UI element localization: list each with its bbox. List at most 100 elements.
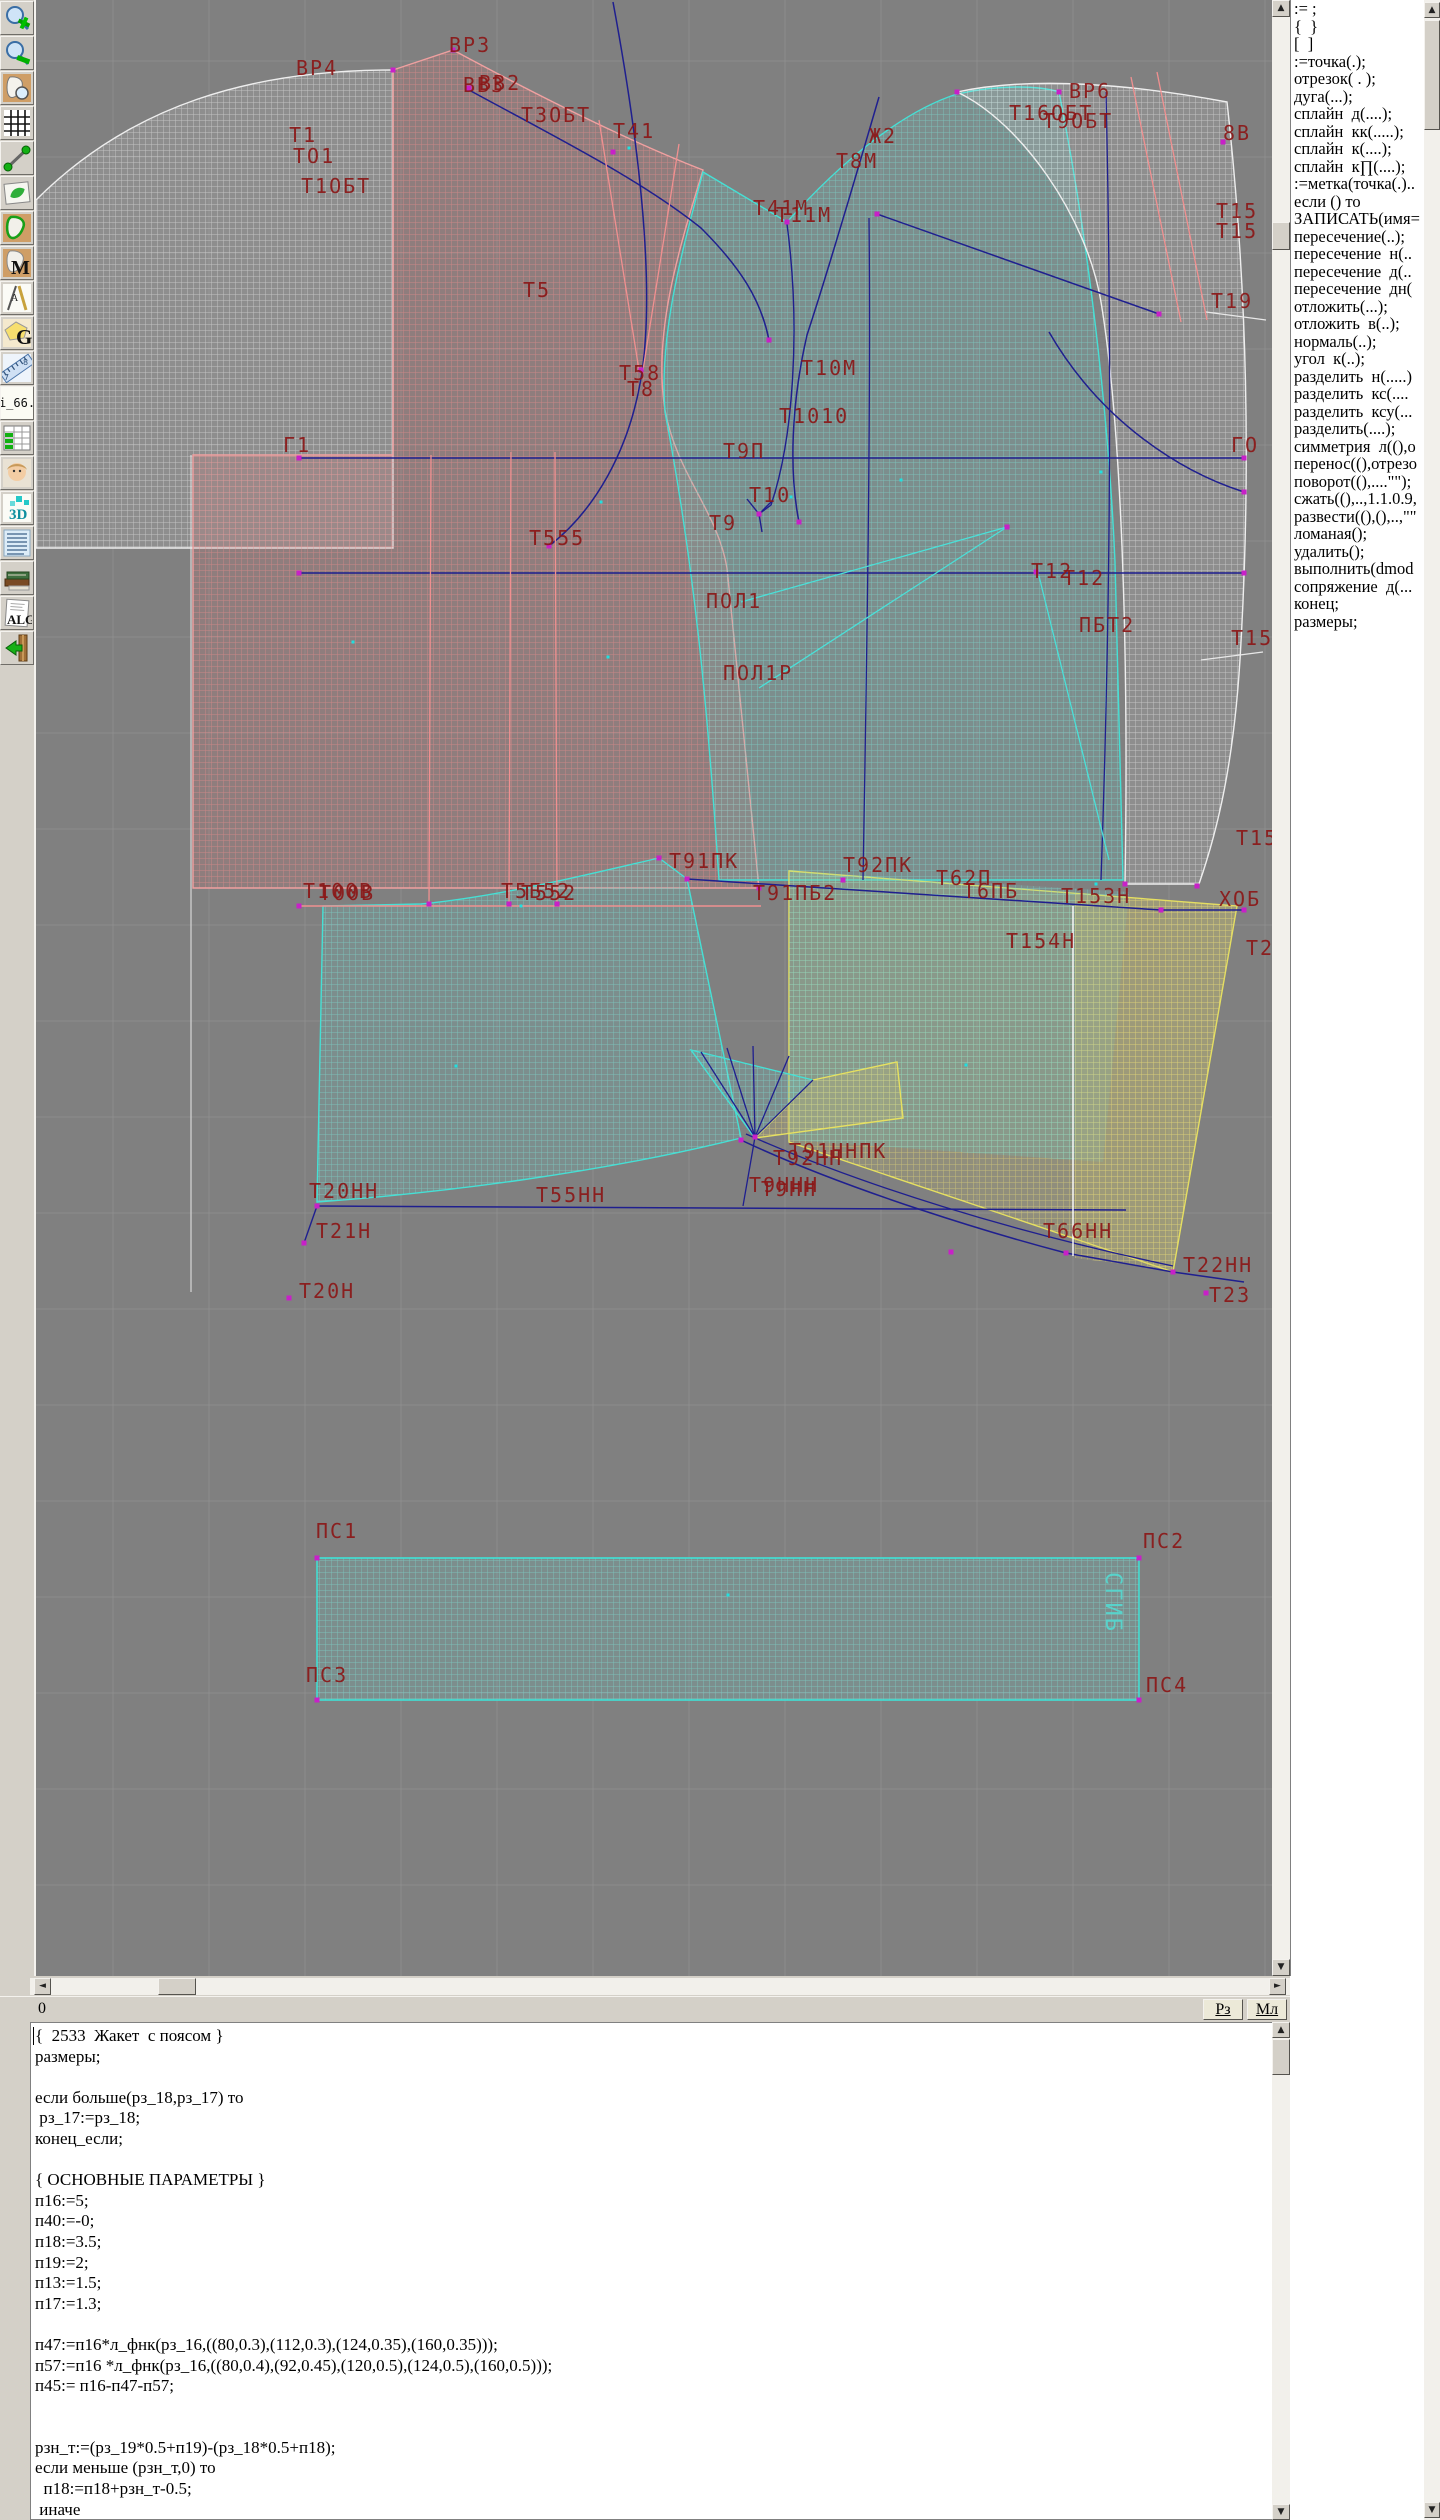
svg-text:8: 8 (23, 358, 28, 367)
command-list-item[interactable]: сплайн кк(.....); (1294, 121, 1404, 141)
command-list-item[interactable]: поворот((),....""); (1294, 471, 1412, 491)
command-list-item[interactable]: выполнить(dmod (1294, 559, 1414, 578)
drafting-tools-icon[interactable]: A (0, 281, 34, 315)
command-list-item[interactable]: { } (1294, 16, 1319, 36)
control-point (426, 901, 432, 907)
command-list-item[interactable]: разделить н(.....) (1294, 366, 1413, 386)
command-list-item[interactable]: конец; (1294, 594, 1339, 613)
piece-marker-dot (1094, 882, 1098, 886)
zoom-in-icon[interactable] (0, 1, 34, 35)
ml-button[interactable]: Мл (1247, 1999, 1287, 2020)
code-line: п16:=5; (35, 2190, 89, 2210)
command-list-item[interactable]: сжать((),..,1.1.0.9, (1294, 489, 1417, 508)
pattern-g-icon[interactable]: G (0, 316, 34, 350)
control-point (1194, 883, 1200, 889)
command-list-scrollbar[interactable]: ▲ ▼ (1424, 0, 1440, 2520)
mannequin-icon[interactable] (0, 456, 34, 490)
command-list-item[interactable]: сплайн к∏(....); (1294, 156, 1406, 176)
pattern-label: ХОБ (1219, 887, 1261, 911)
item-label-text: i_66. (0, 396, 34, 410)
command-list-item[interactable]: отложить(...); (1294, 296, 1388, 316)
code-line: конец_если; (35, 2128, 123, 2148)
construction-line (1038, 575, 1110, 861)
size-table-icon[interactable] (0, 421, 34, 455)
exit-icon[interactable] (0, 631, 34, 665)
command-list-item[interactable]: угол к(..); (1294, 349, 1365, 368)
pattern-label: Т9ННН (749, 1173, 819, 1197)
code-vscrollbar[interactable]: ▲ ▼ (1272, 2022, 1290, 2520)
command-list-item[interactable]: если () то (1294, 191, 1361, 211)
canvas-scroll-right-button[interactable]: ► (1269, 1978, 1286, 1995)
algorithm-icon[interactable]: ALG (0, 596, 34, 630)
command-list-item[interactable]: [ ] (1294, 34, 1314, 53)
canvas-scroll-down-button[interactable]: ▼ (1272, 1959, 1290, 1976)
canvas-hscrollbar[interactable]: ◄ ► (30, 1978, 1290, 1995)
zoom-out-icon[interactable] (0, 36, 34, 70)
rz-button[interactable]: Рз (1203, 1999, 1243, 2020)
control-point (296, 903, 302, 909)
canvas-hscroll-thumb[interactable] (158, 1978, 196, 1995)
model-m-icon[interactable]: M (0, 246, 34, 280)
command-scroll-up-button[interactable]: ▲ (1424, 2, 1440, 18)
pattern-label: Т92НН (773, 1146, 843, 1170)
sketch-map-icon[interactable] (0, 176, 34, 210)
pattern-label: ПОЛ1 (706, 589, 762, 613)
command-list-item[interactable]: ломаная(); (1294, 524, 1368, 543)
piece-outline-icon[interactable] (0, 211, 34, 245)
command-list-item[interactable]: :=метка(точка(.).. (1294, 174, 1416, 193)
view-3d-icon[interactable]: 3D (0, 491, 34, 525)
grid-icon[interactable] (0, 106, 34, 140)
code-scroll-thumb[interactable] (1272, 2039, 1290, 2075)
command-scroll-thumb[interactable] (1424, 20, 1440, 130)
command-list-item[interactable]: развести((),(),..,"" (1294, 506, 1417, 526)
command-list-item[interactable]: разделить(....); (1294, 419, 1396, 438)
measure-segment-icon[interactable] (0, 141, 34, 175)
command-list-item[interactable]: пересечение д(.. (1294, 261, 1412, 281)
pattern-canvas[interactable]: ВР4 ВР3 ВВ2 ВВ3 Т3ОБТ Т41 Т1 ТО1 Т1ОБТ Т41М Т11М Т8… (36, 0, 1272, 1976)
library-icon[interactable] (0, 561, 34, 595)
command-list-item[interactable]: дуга(...); (1294, 86, 1353, 106)
list-doc-icon[interactable] (0, 526, 34, 560)
command-list-item[interactable]: симметрия л((),о (1294, 436, 1416, 456)
command-list-item[interactable]: пересечение н(.. (1294, 244, 1413, 263)
code-scroll-up-button[interactable]: ▲ (1272, 2022, 1290, 2038)
command-list-item[interactable]: сплайн д(....); (1294, 104, 1393, 123)
command-list-item[interactable]: := ; (1294, 0, 1317, 18)
command-list-item[interactable]: пересечение дн( (1294, 279, 1413, 298)
construction-line (316, 1205, 1127, 1211)
piece-marker-dot (1099, 470, 1103, 474)
control-point (1220, 139, 1226, 145)
code-scroll-down-button[interactable]: ▼ (1272, 2504, 1290, 2520)
control-point (1063, 1250, 1069, 1256)
piece-marker-dot (899, 478, 903, 482)
canvas-vscroll-thumb[interactable] (1272, 222, 1290, 250)
pattern-label: Т9 (709, 511, 737, 535)
command-scroll-down-button[interactable]: ▼ (1424, 2502, 1440, 2518)
command-list-item[interactable]: ЗАПИСАТЬ(имя= (1294, 209, 1420, 228)
command-list-item[interactable]: перенос((),отрезо (1294, 454, 1418, 473)
algorithm-code-editor[interactable]: { 2533 Жакет с поясом } размеры; если бол… (30, 2022, 1272, 2520)
command-list-item[interactable]: разделить ксу(... (1294, 401, 1413, 421)
canvas-scroll-up-button[interactable]: ▲ (1272, 0, 1290, 17)
canvas-vscrollbar[interactable]: ▲ ▼ (1272, 0, 1290, 1976)
pattern-label: Т552 (521, 881, 577, 905)
item-label-icon[interactable]: i_66. (0, 386, 34, 420)
command-list-item[interactable]: сплайн к(....); (1294, 139, 1392, 158)
canvas-scroll-left-button[interactable]: ◄ (34, 1978, 51, 1995)
view-piece-icon[interactable] (0, 71, 34, 105)
command-list-item[interactable]: удалить(); (1294, 541, 1365, 561)
command-list-item[interactable]: отрезок( . ); (1294, 69, 1376, 88)
command-list-item[interactable]: пересечение(..); (1294, 226, 1406, 246)
command-list-item[interactable]: размеры; (1294, 611, 1358, 631)
pattern-label: Т154Н (1006, 929, 1076, 953)
control-point (314, 1555, 320, 1561)
command-list-item[interactable]: сопряжение д(... (1294, 576, 1413, 596)
command-list-item[interactable]: :=точка(.); (1294, 51, 1366, 71)
command-list-item[interactable]: отложить в(..); (1294, 314, 1400, 333)
command-list-item[interactable]: разделить кс(.... (1294, 384, 1409, 403)
control-point (554, 901, 560, 907)
construction-line (745, 1133, 1174, 1267)
command-list-item[interactable]: нормаль(..); (1294, 331, 1377, 351)
